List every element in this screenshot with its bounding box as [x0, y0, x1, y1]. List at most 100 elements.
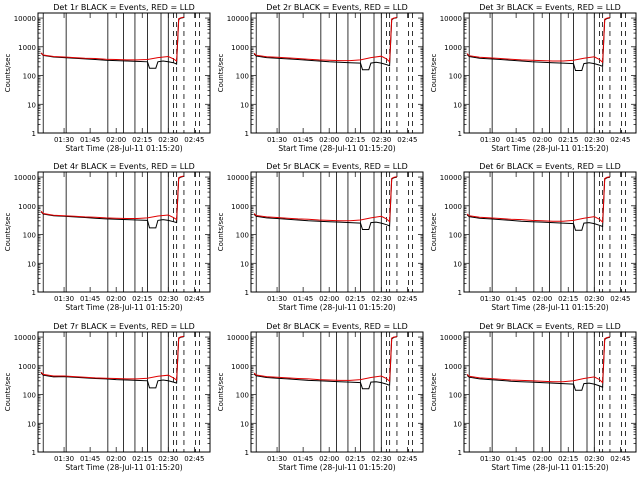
chart-panel-6: Det 6r BLACK = Events, RED = LLD 1 10 100 10…: [430, 162, 637, 312]
x-tick-label: 02:15: [132, 136, 152, 144]
y-tick-label: 1000: [444, 203, 462, 211]
plot-area: [40, 16, 185, 69]
y-tick-label: 10000: [14, 15, 36, 23]
y-tick-label: 10: [27, 420, 36, 428]
y-axis-label: Counts/sec: [430, 54, 438, 93]
x-tick-label: 02:30: [371, 136, 391, 144]
chart-panel-9: Det 9r BLACK = Events, RED = LLD 1 10 100 10…: [430, 322, 637, 472]
x-tick-label: 02:30: [371, 455, 391, 463]
y-tick-label: 10: [240, 101, 249, 109]
x-tick-label: 02:15: [345, 455, 365, 463]
plot-area: [40, 175, 185, 229]
plot-area: [466, 336, 611, 391]
panel-title: Det 3r BLACK = Events, RED = LLD: [479, 3, 621, 12]
y-tick-label: 10: [453, 420, 462, 428]
chart-panel-3: Det 3r BLACK = Events, RED = LLD 1 10 100 10…: [430, 3, 637, 153]
lld-series-line: [40, 16, 185, 62]
x-tick-label: 01:45: [506, 455, 526, 463]
x-tick-label: 02:00: [319, 295, 339, 303]
lld-series-line: [40, 335, 185, 381]
x-tick-label: 02:30: [371, 295, 391, 303]
x-tick-label: 02:15: [345, 136, 365, 144]
y-tick-label: 10000: [440, 174, 462, 182]
events-series-line: [466, 17, 611, 71]
panel-title: Det 2r BLACK = Events, RED = LLD: [266, 3, 408, 12]
x-tick-label: 01:45: [293, 455, 313, 463]
x-tick-label: 02:45: [610, 455, 630, 463]
x-tick-label: 02:00: [532, 295, 552, 303]
x-tick-label: 01:30: [267, 295, 287, 303]
y-axis-label: Counts/sec: [430, 213, 438, 252]
y-tick-label: 100: [236, 73, 249, 81]
panel-title: Det 5r BLACK = Events, RED = LLD: [266, 162, 408, 171]
events-series-line: [253, 17, 397, 71]
chart-panel-8: Det 8r BLACK = Events, RED = LLD 1 10 100 10…: [217, 322, 424, 472]
y-tick-label: 100: [23, 73, 36, 81]
events-series-line: [40, 175, 185, 229]
x-tick-label: 01:45: [506, 295, 526, 303]
x-tick-label: 01:30: [480, 455, 500, 463]
y-tick-label: 10000: [440, 334, 462, 342]
y-tick-label: 10: [240, 420, 249, 428]
panel-title: Det 4r BLACK = Events, RED = LLD: [53, 162, 195, 171]
x-tick-label: 01:45: [293, 295, 313, 303]
y-axis-label: Counts/sec: [430, 373, 438, 412]
events-series-line: [253, 176, 397, 230]
x-axis-label: Start Time (28-Jul-11 01:15:20): [491, 463, 608, 472]
y-tick-label: 1000: [444, 363, 462, 371]
lld-series-line: [40, 175, 185, 221]
x-tick-label: 02:45: [184, 455, 204, 463]
panel-title: Det 8r BLACK = Events, RED = LLD: [266, 322, 408, 331]
chart-panel-1: Det 1r BLACK = Events, RED = LLD 1 10 100 10…: [4, 3, 211, 153]
panel-title: Det 1r BLACK = Events, RED = LLD: [53, 3, 195, 12]
y-tick-label: 1: [458, 289, 462, 297]
plot-frame: [463, 12, 637, 134]
x-axis-label: Start Time (28-Jul-11 01:15:20): [491, 144, 608, 153]
x-tick-label: 02:00: [532, 136, 552, 144]
x-tick-label: 02:15: [558, 136, 578, 144]
y-tick-label: 100: [449, 392, 462, 400]
y-tick-label: 10000: [227, 174, 249, 182]
lld-series-line: [253, 16, 398, 63]
panel-title: Det 7r BLACK = Events, RED = LLD: [53, 322, 195, 331]
x-tick-label: 01:30: [267, 455, 287, 463]
y-tick-label: 1000: [231, 363, 249, 371]
x-tick-label: 02:45: [397, 455, 417, 463]
x-tick-label: 01:45: [80, 136, 100, 144]
x-tick-label: 02:30: [584, 136, 604, 144]
x-tick-label: 02:15: [132, 295, 152, 303]
y-tick-label: 1: [458, 130, 462, 138]
plot-frame: [37, 331, 211, 453]
plot-area: [466, 176, 611, 231]
y-tick-label: 10000: [227, 15, 249, 23]
x-tick-label: 02:30: [158, 295, 178, 303]
y-tick-label: 100: [449, 232, 462, 240]
plot-frame: [250, 171, 424, 293]
plot-frame: [250, 12, 424, 134]
x-tick-label: 02:45: [397, 295, 417, 303]
lld-series-line: [466, 17, 611, 64]
x-tick-label: 02:15: [345, 295, 365, 303]
events-series-line: [40, 336, 184, 389]
x-axis-label: Start Time (28-Jul-11 01:15:20): [278, 463, 395, 472]
y-axis-label: Counts/sec: [4, 373, 12, 412]
x-tick-label: 01:45: [506, 136, 526, 144]
plot-area: [466, 17, 611, 71]
y-tick-label: 1000: [231, 44, 249, 52]
y-tick-label: 10000: [227, 334, 249, 342]
y-axis-label: Counts/sec: [217, 54, 225, 93]
x-tick-label: 02:00: [319, 136, 339, 144]
lld-series-line: [466, 336, 611, 384]
y-tick-label: 1: [245, 289, 249, 297]
x-tick-label: 02:45: [184, 295, 204, 303]
y-tick-label: 1000: [18, 44, 36, 52]
y-axis-label: Counts/sec: [4, 213, 12, 252]
chart-panel-2: Det 2r BLACK = Events, RED = LLD 1 10 100 10…: [217, 3, 424, 153]
x-tick-label: 02:15: [558, 295, 578, 303]
y-tick-label: 100: [23, 232, 36, 240]
x-tick-label: 01:30: [480, 136, 500, 144]
plot-frame: [463, 171, 637, 293]
x-tick-label: 02:45: [610, 136, 630, 144]
y-tick-label: 10: [27, 101, 36, 109]
y-tick-label: 1: [245, 130, 249, 138]
